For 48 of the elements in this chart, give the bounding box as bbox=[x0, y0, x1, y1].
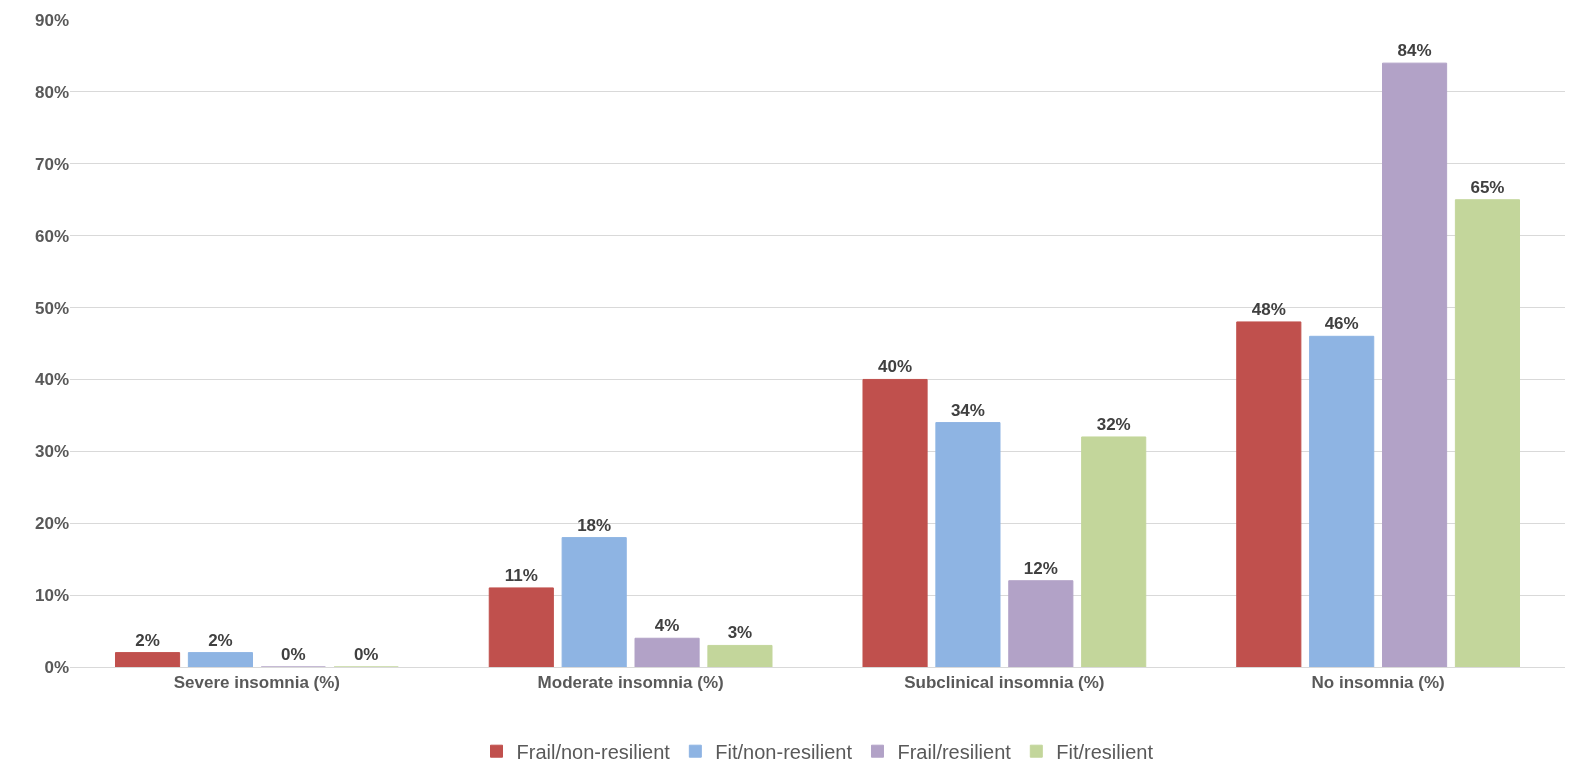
data-label: 11% bbox=[504, 565, 538, 585]
data-label: 18% bbox=[577, 515, 612, 535]
data-label: 4% bbox=[654, 616, 680, 636]
bar bbox=[1236, 321, 1302, 667]
data-label: 3% bbox=[727, 623, 753, 643]
bar bbox=[1008, 580, 1074, 667]
y-tick-label: 40% bbox=[34, 370, 69, 390]
y-tick-label: 0% bbox=[44, 657, 69, 677]
x-tick-label: No insomnia (%) bbox=[1311, 673, 1445, 693]
bar bbox=[1454, 199, 1521, 667]
legend-label: Fit/resilient bbox=[1056, 741, 1154, 763]
data-label: 0% bbox=[353, 645, 379, 664]
data-label: 2% bbox=[135, 630, 160, 650]
y-tick-label: 80% bbox=[34, 82, 69, 102]
data-label: 32% bbox=[1096, 414, 1131, 434]
data-label: 84% bbox=[1397, 41, 1432, 61]
data-label: 34% bbox=[950, 400, 985, 420]
legend-label: Frail/non-resilient bbox=[516, 741, 671, 763]
y-tick-label: 50% bbox=[34, 298, 69, 318]
bar bbox=[1309, 335, 1375, 667]
bar bbox=[114, 652, 181, 667]
data-label: 46% bbox=[1324, 314, 1359, 334]
bar bbox=[187, 652, 253, 667]
x-tick-label: Subclinical insomnia (%) bbox=[904, 673, 1105, 693]
bar bbox=[935, 422, 1001, 667]
y-tick-label: 10% bbox=[34, 586, 69, 606]
bar bbox=[561, 537, 627, 667]
x-tick-label: Moderate insomnia (%) bbox=[537, 673, 724, 693]
bar bbox=[488, 587, 554, 667]
data-label: 2% bbox=[208, 630, 233, 650]
data-label: 12% bbox=[1023, 558, 1058, 578]
x-tick-label: Severe insomnia (%) bbox=[173, 673, 341, 693]
y-tick-label: 70% bbox=[34, 154, 69, 174]
data-label: 65% bbox=[1470, 177, 1505, 197]
y-tick-label: 90% bbox=[34, 10, 69, 30]
bar bbox=[862, 378, 928, 667]
bar bbox=[1081, 436, 1147, 667]
bar bbox=[707, 644, 773, 667]
data-label: 40% bbox=[878, 357, 913, 377]
data-label: 0% bbox=[281, 645, 306, 664]
y-tick-label: 20% bbox=[34, 514, 69, 534]
bar bbox=[1382, 62, 1448, 667]
y-tick-label: 30% bbox=[34, 442, 69, 462]
data-label: 48% bbox=[1251, 299, 1286, 319]
legend-label: Fit/non-resilient bbox=[715, 741, 853, 763]
legend-label: Frail/resilient bbox=[897, 741, 1012, 763]
bar bbox=[634, 637, 700, 667]
y-tick-label: 60% bbox=[34, 226, 69, 246]
